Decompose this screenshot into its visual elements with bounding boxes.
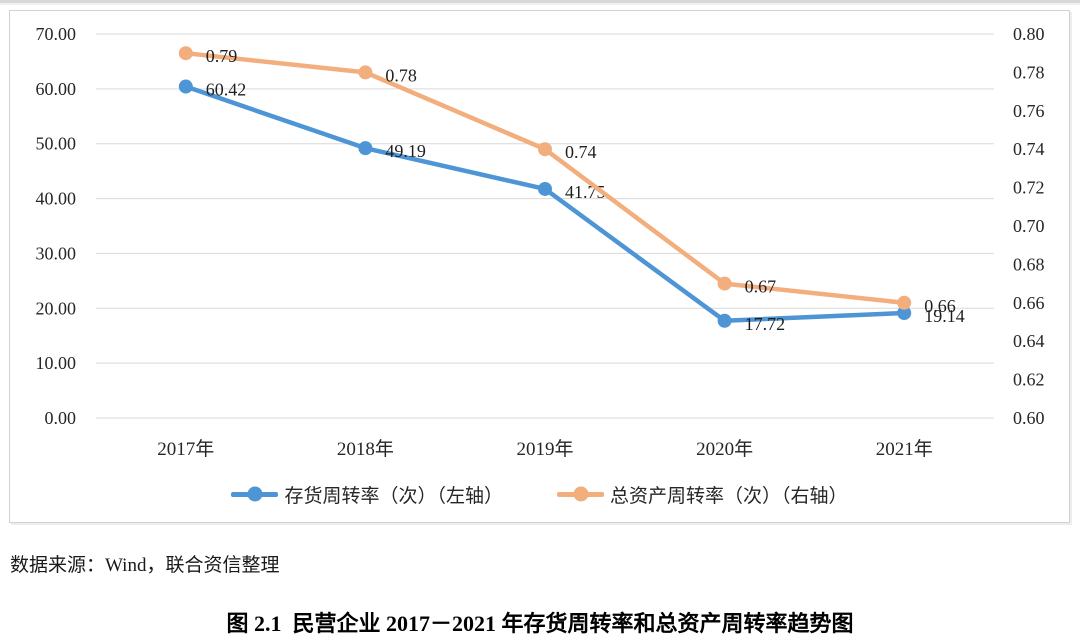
data-point-label: 0.74 [565, 142, 597, 162]
figure-caption: 图 2.1 民营企业 2017－2021 年存货周转率和总资产周转率趋势图 [226, 611, 854, 636]
left-axis-tick-label: 60.00 [36, 79, 77, 99]
data-point-label: 0.66 [924, 296, 956, 316]
data-point-marker [897, 306, 912, 321]
data-point-label: 49.19 [385, 141, 426, 161]
data-point-label: 60.42 [206, 80, 247, 100]
left-axis-tick-label: 20.00 [36, 298, 77, 318]
data-point-marker [717, 313, 732, 328]
data-point-marker [538, 181, 552, 196]
right-axis-tick-label: 0.64 [1013, 331, 1045, 351]
right-axis-tick-label: 0.70 [1013, 216, 1045, 236]
right-axis-tick-label: 0.68 [1013, 254, 1045, 274]
data-point-marker [358, 141, 373, 156]
data-point-label: 19.14 [924, 306, 965, 326]
series-line [183, 50, 907, 306]
data-point-label: 17.72 [745, 314, 786, 334]
data-point-label: 0.79 [206, 46, 238, 66]
left-axis-tick-label: 10.00 [36, 353, 77, 373]
legend-marker-orange [557, 486, 604, 502]
data-point-marker [717, 276, 732, 291]
right-axis-tick-label: 0.80 [1013, 24, 1045, 44]
legend-label: 存货周转率（次）（左轴） [284, 485, 503, 507]
top-divider [0, 0, 1080, 5]
source-note: 数据来源：Wind，联合资信整理 [10, 555, 280, 576]
left-axis-tick-label: 50.00 [36, 134, 77, 154]
x-axis-tick-label: 2021年 [876, 438, 933, 460]
right-axis-tick-label: 0.66 [1013, 293, 1045, 313]
series-line [183, 84, 907, 324]
legend-item-inventory-turnover: 存货周转率（次）（左轴） [231, 481, 503, 508]
data-point-marker [358, 65, 373, 80]
legend-label: 总资产周转率（次）（右轴） [610, 485, 848, 507]
legend-item-asset-turnover: 总资产周转率（次）（右轴） [557, 481, 848, 508]
legend-dot-icon [573, 486, 588, 502]
right-axis-tick-label: 0.78 [1013, 62, 1045, 82]
chart-frame: 70.00 60.00 50.00 40.00 30.00 20.00 10.00 0.00 0… [9, 10, 1070, 523]
right-axis-tick-label: 0.74 [1013, 139, 1045, 159]
right-axis-tick-label: 0.60 [1013, 408, 1045, 428]
left-axis-tick-label: 0.00 [45, 408, 77, 428]
left-axis-tick-label: 70.00 [36, 24, 77, 44]
chart-legend: 存货周转率（次）（左轴） 总资产周转率（次）（右轴） [10, 479, 1069, 509]
x-axis-tick-label: 2019年 [516, 438, 573, 460]
x-axis-tick-label: 2017年 [157, 438, 214, 460]
data-point-marker [897, 295, 912, 310]
right-axis-tick-label: 0.76 [1013, 101, 1045, 121]
data-point-label: 0.67 [745, 277, 777, 297]
data-point-marker [178, 46, 193, 61]
left-axis-tick-label: 40.00 [36, 189, 77, 209]
data-point-marker [538, 142, 552, 157]
chart-canvas: 70.00 60.00 50.00 40.00 30.00 20.00 10.00 0.00 0… [36, 24, 1045, 460]
x-axis-tick-label: 2020年 [696, 438, 753, 460]
legend-marker-blue [231, 486, 279, 502]
legend-dot-icon [247, 486, 263, 502]
data-point-marker [178, 79, 193, 94]
left-axis-tick-label: 30.00 [36, 243, 77, 263]
x-axis-tick-label: 2018年 [337, 438, 394, 460]
right-axis-tick-label: 0.62 [1013, 370, 1045, 390]
right-axis-tick-label: 0.72 [1013, 178, 1045, 198]
data-point-label: 0.78 [385, 65, 417, 85]
